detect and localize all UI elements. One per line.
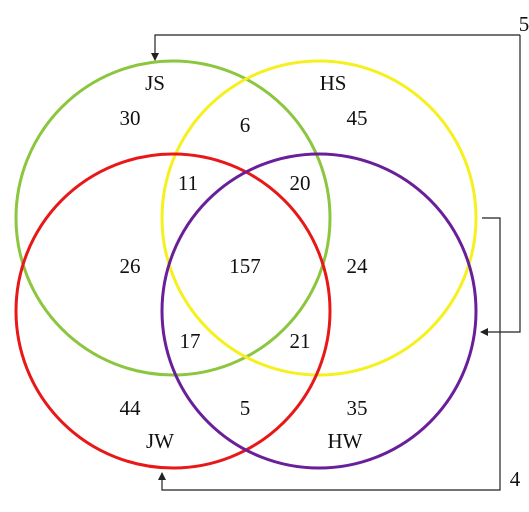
set-label: JS xyxy=(145,71,165,95)
region-count: 24 xyxy=(347,254,369,278)
set-circle xyxy=(160,152,478,470)
circles xyxy=(14,59,478,470)
region-count: 6 xyxy=(240,113,251,137)
region-count: 35 xyxy=(347,396,368,420)
connector-label: 4 xyxy=(510,467,521,491)
region-count: 157 xyxy=(229,254,261,278)
set-label: HW xyxy=(328,429,363,453)
region-count: 26 xyxy=(120,254,141,278)
set-label: HS xyxy=(320,71,347,95)
connector-bottom xyxy=(158,217,501,491)
region-count: 5 xyxy=(240,396,251,420)
region-count: 44 xyxy=(120,396,142,420)
region-count: 21 xyxy=(290,329,311,353)
region-count: 20 xyxy=(290,171,311,195)
labels: JS HS JW HW 30 6 45 11 20 26 157 24 17 21 44 5 35 xyxy=(120,71,369,453)
region-count: 17 xyxy=(180,329,201,353)
connector-top xyxy=(151,34,520,61)
region-count: 30 xyxy=(120,106,141,130)
connector-right xyxy=(480,35,521,336)
set-circle xyxy=(160,59,478,377)
set-circle xyxy=(14,59,332,377)
set-circle xyxy=(14,152,332,470)
region-count: 11 xyxy=(178,171,198,195)
region-count: 45 xyxy=(347,106,368,130)
set-label: JW xyxy=(146,429,174,453)
connector-label: 5 xyxy=(519,12,529,36)
